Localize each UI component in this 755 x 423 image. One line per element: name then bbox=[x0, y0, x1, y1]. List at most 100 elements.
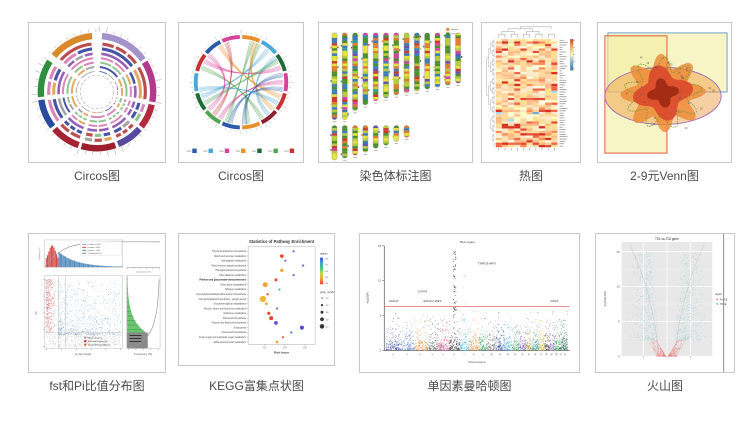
svg-text:Cumulative (%): Cumulative (%) bbox=[136, 270, 151, 273]
svg-text:Other glycan degradation: Other glycan degradation bbox=[220, 283, 247, 286]
svg-text:Frequency (%): Frequency (%) bbox=[134, 352, 152, 356]
svg-text:28: 28 bbox=[647, 63, 650, 65]
svg-text:Amino sugar and nucleotide sug: Amino sugar and nucleotide sugar metabol… bbox=[199, 336, 246, 339]
svg-text:50: 50 bbox=[326, 326, 329, 328]
svg-text:0.50: 0.50 bbox=[324, 271, 329, 273]
svg-text:40: 40 bbox=[326, 319, 329, 321]
card-venn[interactable]: 28 29 16 6 48 42 32 1 57 43 44 29 41 35 32 28 47 23 28 43 46… bbox=[597, 22, 732, 184]
svg-text:46: 46 bbox=[636, 82, 639, 84]
svg-text:34: 34 bbox=[654, 118, 657, 120]
svg-text:15: 15 bbox=[378, 244, 382, 248]
svg-text:Galactose metabolism: Galactose metabolism bbox=[223, 312, 246, 315]
svg-text:pi ratio > 0.05: pi ratio > 0.05 bbox=[88, 249, 101, 252]
svg-text:qvalue: qvalue bbox=[320, 252, 328, 256]
svg-text:0.25: 0.25 bbox=[324, 277, 328, 279]
svg-text:29: 29 bbox=[700, 109, 703, 111]
card-heatmap[interactable]: 热图 bbox=[481, 22, 581, 184]
card-fstpi[interactable]: Cumulative (%) p value < 0.05 pi ratio < 0… bbox=[28, 233, 166, 394]
svg-text:6: 6 bbox=[641, 87, 643, 89]
svg-text:44: 44 bbox=[678, 112, 681, 114]
chart-caption: 热图 bbox=[518, 169, 543, 183]
svg-text:9: 9 bbox=[482, 353, 485, 356]
svg-text:-log10(P): -log10(P) bbox=[365, 292, 369, 304]
circos-chord-thumbnail bbox=[178, 22, 304, 163]
svg-text:0.75: 0.75 bbox=[324, 265, 328, 267]
svg-text:Phenylalanine metabolism: Phenylalanine metabolism bbox=[219, 274, 246, 277]
svg-text:Pentose and glucuronate interc: Pentose and glucuronate interconversions bbox=[200, 279, 247, 282]
svg-text:16: 16 bbox=[534, 353, 537, 357]
svg-text:10: 10 bbox=[326, 298, 329, 300]
svg-text:Selected Region(down): Selected Region(down) bbox=[88, 344, 111, 347]
svg-text:29: 29 bbox=[678, 93, 681, 95]
svg-text:47: 47 bbox=[626, 94, 629, 96]
svg-text:0.6: 0.6 bbox=[303, 347, 307, 350]
svg-text:Glycosaminoglycan degradation: Glycosaminoglycan degradation bbox=[213, 303, 246, 306]
venn-plot: 2829166484232157434429413532284723284346… bbox=[604, 32, 728, 154]
svg-text:14: 14 bbox=[521, 353, 524, 357]
card-circos-chord[interactable]: Circos图 bbox=[178, 22, 304, 184]
svg-text:0.00: 0.00 bbox=[324, 283, 329, 285]
heatmap-plot bbox=[486, 26, 575, 151]
svg-text:35: 35 bbox=[670, 65, 673, 67]
svg-text:3: 3 bbox=[419, 353, 422, 356]
svg-text:43: 43 bbox=[665, 69, 668, 71]
svg-text:4: 4 bbox=[663, 59, 665, 61]
chromosome-plot bbox=[330, 27, 463, 162]
svg-text:32: 32 bbox=[688, 103, 691, 105]
svg-text:Selected Region(up): Selected Region(up) bbox=[88, 340, 108, 343]
svg-text:Glycosphingolipid biosynthesis: Glycosphingolipid biosynthesis - ganglio… bbox=[199, 298, 247, 301]
svg-text:Glycosylphosphatidylinositol-a: Glycosylphosphatidylinositol-anchor bios… bbox=[196, 293, 247, 296]
svg-text:Rich factor: Rich factor bbox=[274, 351, 290, 355]
svg-text:57: 57 bbox=[681, 78, 684, 80]
svg-text:0.4: 0.4 bbox=[283, 347, 287, 350]
svg-text:5: 5 bbox=[443, 353, 446, 356]
svg-text:gene_number: gene_number bbox=[320, 290, 334, 294]
svg-text:0.2: 0.2 bbox=[263, 347, 267, 350]
svg-text:1: 1 bbox=[680, 69, 682, 71]
svg-text:60: 60 bbox=[667, 63, 670, 65]
svg-text:35: 35 bbox=[712, 91, 715, 93]
svg-text:Flavone and flavonol biosynthe: Flavone and flavonol biosynthesis bbox=[212, 322, 247, 325]
svg-text:5: 5 bbox=[380, 314, 382, 318]
kegg-thumbnail: Statistics of Pathway Enrichment Terpenoi… bbox=[178, 233, 335, 366]
svg-text:28: 28 bbox=[659, 80, 662, 82]
chart-caption: 火山图 bbox=[646, 379, 683, 393]
kegg-plot: Statistics of Pathway Enrichment Terpenoi… bbox=[196, 239, 334, 355]
svg-text:0: 0 bbox=[380, 348, 382, 352]
card-chromosome[interactable]: 染色体标注图 bbox=[318, 22, 473, 184]
svg-text:8: 8 bbox=[473, 353, 476, 356]
svg-text:39: 39 bbox=[685, 128, 688, 130]
svg-text:16: 16 bbox=[640, 94, 643, 96]
svg-text:4: 4 bbox=[432, 353, 435, 356]
svg-text:Fst: Fst bbox=[34, 311, 38, 315]
circos-chord-plot bbox=[186, 30, 295, 154]
circos-rings-plot bbox=[31, 26, 162, 157]
svg-text:Nitrogen metabolism: Nitrogen metabolism bbox=[225, 288, 246, 291]
svg-text:Terpenoid backbone biosynthesi: Terpenoid backbone biosynthesis bbox=[212, 250, 247, 253]
chart-caption: fst和Pi比值分布图 bbox=[49, 379, 145, 393]
svg-text:Whole genome: Whole genome bbox=[88, 337, 103, 339]
circos-rings-thumbnail bbox=[28, 22, 166, 163]
fstpi-thumbnail: Cumulative (%) p value < 0.05 pi ratio < 0… bbox=[28, 233, 166, 373]
svg-text:43: 43 bbox=[708, 88, 711, 90]
svg-text:20: 20 bbox=[326, 305, 329, 307]
svg-text:6: 6 bbox=[454, 353, 457, 356]
svg-text:46: 46 bbox=[640, 57, 643, 59]
svg-text:pi ratio < 0.05: pi ratio < 0.05 bbox=[88, 246, 101, 249]
svg-text:12: 12 bbox=[507, 353, 510, 357]
card-circos-rings[interactable]: Circos图 bbox=[28, 22, 166, 184]
chromosome-thumbnail bbox=[318, 22, 473, 163]
card-manhattan[interactable]: 0 5 10 15 -log10(P) 1 2 3 4 5 6 7 8 9 10 11 12 13 14 15 16 17… bbox=[359, 233, 580, 394]
svg-text:Glycine, serine and threonine: Glycine, serine and threonine metabolism bbox=[204, 307, 246, 310]
svg-text:pi ratio (log2): pi ratio (log2) bbox=[75, 352, 91, 356]
svg-text:7: 7 bbox=[464, 353, 467, 356]
chart-caption: KEGG富集点状图 bbox=[209, 379, 304, 393]
card-kegg[interactable]: Statistics of Pathway Enrichment Terpenoi… bbox=[178, 233, 335, 394]
svg-text:Endocytosis: Endocytosis bbox=[234, 326, 247, 329]
svg-text:Statistics of Pathway Enrichme: Statistics of Pathway Enrichment bbox=[249, 239, 315, 244]
svg-text:Phenylpropanoid biosynthesis: Phenylpropanoid biosynthesis bbox=[216, 269, 247, 272]
